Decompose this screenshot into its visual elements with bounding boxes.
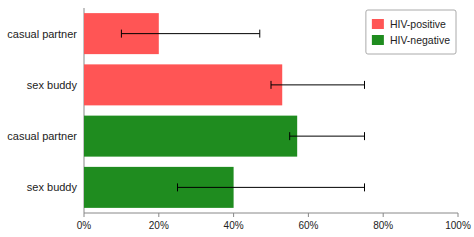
error-line: [290, 136, 365, 137]
x-tick-label: 20%: [149, 220, 169, 231]
x-tick-label: 80%: [373, 220, 393, 231]
legend-swatch: [372, 35, 384, 45]
legend-label: HIV-positive: [390, 18, 446, 30]
category-label: casual partner: [7, 130, 77, 142]
error-cap: [121, 30, 122, 38]
x-tick-label: 100%: [445, 220, 471, 231]
x-tick-label: 0%: [77, 220, 92, 231]
x-tick: [458, 213, 459, 217]
error-bar: [271, 81, 365, 89]
error-cap: [364, 81, 365, 89]
category-label: sex buddy: [27, 181, 78, 193]
x-tick: [383, 213, 384, 217]
legend-swatch: [372, 19, 384, 29]
bar: [84, 116, 297, 157]
x-tick-label: 60%: [298, 220, 318, 231]
error-cap: [271, 81, 272, 89]
legend: HIV-positive HIV-negative: [366, 10, 456, 54]
plot-area: [84, 13, 365, 208]
x-tick-label: 40%: [224, 220, 244, 231]
x-tick: [233, 213, 234, 217]
legend-box: [366, 10, 456, 54]
category-label: sex buddy: [27, 79, 78, 91]
error-bar: [290, 132, 365, 140]
bar: [84, 64, 282, 105]
error-cap: [289, 132, 290, 140]
error-cap: [259, 30, 260, 38]
legend-label: HIV-negative: [390, 34, 450, 46]
error-line: [178, 187, 365, 188]
x-tick: [84, 213, 85, 217]
error-bar: [178, 183, 365, 191]
x-tick: [308, 213, 309, 217]
x-tick: [158, 213, 159, 217]
chart: casual partner sex buddy casual partner sex…: [0, 0, 474, 237]
error-cap: [364, 132, 365, 140]
error-line: [121, 33, 259, 34]
x-axis: [84, 213, 458, 214]
error-bar: [121, 30, 259, 38]
error-cap: [177, 183, 178, 191]
error-cap: [364, 183, 365, 191]
error-line: [271, 84, 365, 85]
category-label: casual partner: [7, 28, 77, 40]
